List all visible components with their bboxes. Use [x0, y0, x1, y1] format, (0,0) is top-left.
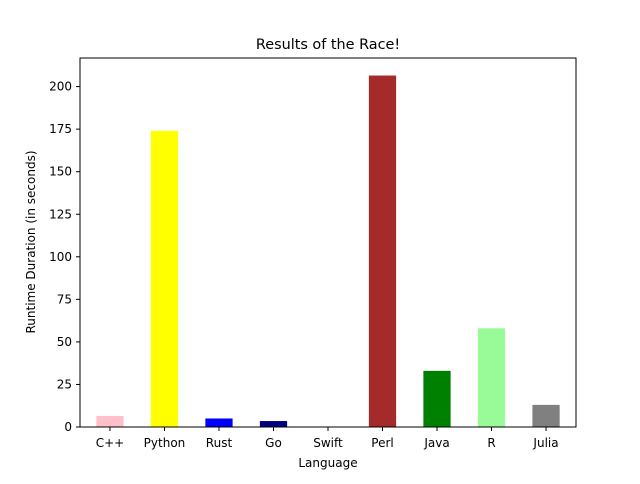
bar-r — [477, 328, 506, 427]
bar-julia — [532, 404, 560, 427]
x-tick-label: Rust — [206, 436, 233, 450]
y-axis-label: Runtime Duration (in seconds) — [24, 150, 38, 333]
bar-rust — [205, 418, 233, 427]
chart-title: Results of the Race! — [256, 37, 400, 53]
y-tick-label: 200 — [49, 80, 72, 94]
y-tick-label: 125 — [49, 207, 72, 221]
bar-perl — [368, 75, 397, 427]
x-tick-label: C++ — [96, 436, 125, 450]
bar-python — [150, 130, 179, 427]
bar-java — [423, 370, 451, 427]
y-tick-label: 100 — [49, 250, 72, 264]
x-tick-label: Java — [423, 436, 449, 450]
y-ticks: 0 25 50 75 100 125 150 175 200 — [49, 80, 80, 434]
x-tick-label: Go — [265, 436, 282, 450]
bars-layer — [96, 75, 560, 427]
x-ticks: C++ Python Rust Go Swift Perl Java R Julia — [96, 427, 559, 450]
y-tick-label: 75 — [57, 292, 72, 306]
y-tick-label: 175 — [49, 122, 72, 136]
x-tick-label: Perl — [371, 436, 393, 450]
bar-go — [259, 421, 288, 427]
x-tick-label: R — [487, 436, 495, 450]
y-tick-label: 25 — [57, 377, 72, 391]
y-tick-label: 0 — [64, 420, 72, 434]
x-axis-label: Language — [298, 456, 357, 470]
y-tick-label: 50 — [57, 335, 72, 349]
bar-c — [96, 415, 124, 427]
x-tick-label: Python — [144, 436, 186, 450]
x-tick-label: Swift — [313, 436, 343, 450]
y-tick-label: 150 — [49, 165, 72, 179]
x-tick-label: Julia — [532, 436, 558, 450]
